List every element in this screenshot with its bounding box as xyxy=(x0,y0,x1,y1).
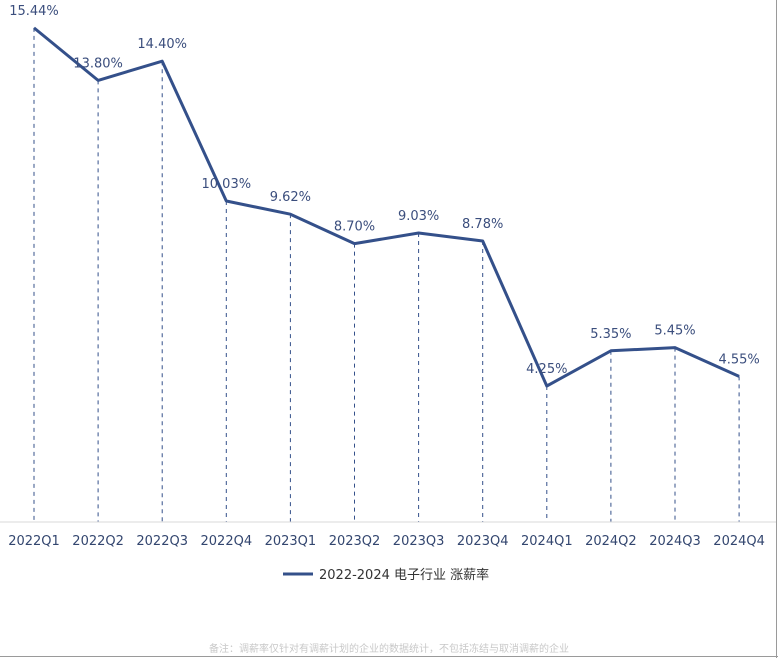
data-label: 5.35% xyxy=(590,327,631,342)
x-tick-label: 2023Q4 xyxy=(457,534,509,549)
x-tick-label: 2022Q1 xyxy=(8,534,60,549)
x-tick-label: 2022Q3 xyxy=(136,534,188,549)
data-label: 8.78% xyxy=(462,217,503,232)
data-labels: 15.44% 13.80% 14.40% 10.03% 9.62% 8.70% 9.03% 8… xyxy=(9,4,760,377)
data-label: 9.62% xyxy=(270,190,311,205)
data-label: 10.03% xyxy=(202,177,252,192)
legend-label: 2022-2024 电子行业 涨薪率 xyxy=(319,567,489,583)
x-tick-label: 2024Q3 xyxy=(649,534,701,549)
data-label: 15.44% xyxy=(9,4,59,19)
legend: 2022-2024 电子行业 涨薪率 xyxy=(283,567,489,583)
data-label: 8.70% xyxy=(334,220,375,235)
x-tick-label: 2022Q4 xyxy=(201,534,253,549)
data-label: 13.80% xyxy=(73,56,123,71)
data-label: 14.40% xyxy=(137,37,187,52)
frame-border-bottom xyxy=(0,656,778,657)
series-line xyxy=(33,26,740,388)
x-tick-label: 2022Q2 xyxy=(72,534,124,549)
frame-border-right xyxy=(776,0,777,658)
x-tick-label: 2024Q4 xyxy=(713,534,765,549)
x-tick-label: 2023Q2 xyxy=(329,534,381,549)
data-label: 4.25% xyxy=(526,362,567,377)
x-tick-labels: 2022Q1 2022Q2 2022Q3 2022Q4 2023Q1 2023Q2 2023… xyxy=(8,534,765,549)
data-label: 9.03% xyxy=(398,209,439,224)
data-label: 5.45% xyxy=(654,324,695,339)
footnote: 备注：调薪率仅针对有调薪计划的企业的数据统计，不包括冻结与取消调薪的企业 xyxy=(209,642,569,655)
data-label: 4.55% xyxy=(718,352,759,367)
x-tick-label: 2023Q3 xyxy=(393,534,445,549)
x-tick-label: 2023Q1 xyxy=(265,534,317,549)
drop-lines xyxy=(33,27,740,522)
x-tick-label: 2024Q1 xyxy=(521,534,573,549)
x-tick-label: 2024Q2 xyxy=(585,534,637,549)
